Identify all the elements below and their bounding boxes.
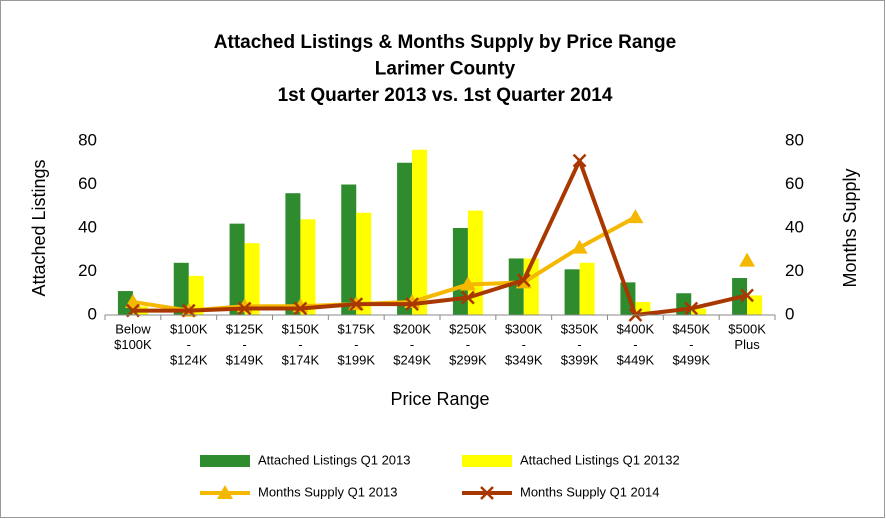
bar <box>412 149 428 315</box>
y2-tick-label: 20 <box>785 261 804 280</box>
x-tick-label: $300K <box>505 321 543 336</box>
x-tick-label: - <box>689 337 693 352</box>
legend-label: Months Supply Q1 2014 <box>520 484 659 499</box>
y2-tick-label: 60 <box>785 174 804 193</box>
x-tick-label: $450K <box>672 321 710 336</box>
x-tick-label: $125K <box>226 321 264 336</box>
y-tick-label: 60 <box>78 174 97 193</box>
x-tick-label: - <box>242 337 246 352</box>
bar <box>229 223 245 315</box>
marker <box>293 301 308 316</box>
y-tick-label: 20 <box>78 261 97 280</box>
bar <box>300 219 316 315</box>
chart-title: Larimer County <box>375 59 516 80</box>
x-tick-label: - <box>466 337 470 352</box>
x-tick-label: Below <box>115 321 151 336</box>
x-tick-label: - <box>577 337 581 352</box>
x-tick-label: $174K <box>282 352 320 367</box>
y2-axis-title: Months Supply <box>840 168 860 287</box>
x-tick-label: $400K <box>617 321 655 336</box>
x-tick-label: $499K <box>672 352 710 367</box>
marker <box>740 288 754 303</box>
bar <box>691 308 707 315</box>
x-tick-label: $149K <box>226 352 264 367</box>
x-tick-label: $250K <box>449 321 487 336</box>
x-tick-label: - <box>410 337 414 352</box>
legend-marker <box>217 485 233 499</box>
y2-tick-label: 0 <box>785 304 794 323</box>
legend-marker <box>480 486 494 500</box>
marker <box>237 301 252 316</box>
bar <box>285 193 301 315</box>
bar <box>397 162 413 315</box>
marker <box>572 153 587 168</box>
bar <box>356 212 372 315</box>
bar <box>341 184 357 315</box>
x-tick-label: $349K <box>505 352 543 367</box>
bar <box>117 291 133 315</box>
bar <box>173 262 189 315</box>
y-axis-title: Attached Listings <box>29 159 49 296</box>
x-tick-label: - <box>354 337 358 352</box>
x-tick-label: $500K <box>728 321 766 336</box>
line <box>132 158 748 317</box>
bar <box>579 262 595 315</box>
x-tick-label: $124K <box>170 352 208 367</box>
bar <box>244 243 260 315</box>
legend-label: Months Supply Q1 2013 <box>258 484 397 499</box>
legend-swatch <box>200 455 250 467</box>
marker <box>516 273 531 288</box>
marker <box>461 290 475 305</box>
x-tick-label: $299K <box>449 352 487 367</box>
marker <box>739 252 756 267</box>
y-tick-label: 80 <box>78 130 97 149</box>
marker <box>349 297 364 312</box>
x-tick-label: $449K <box>617 352 655 367</box>
x-tick-label: $100K <box>114 337 152 352</box>
y2-tick-label: 80 <box>785 130 804 149</box>
marker <box>571 239 588 254</box>
x-tick-label: $175K <box>337 321 375 336</box>
x-tick-label: Plus <box>734 337 760 352</box>
chart-title: 1st Quarter 2013 vs. 1st Quarter 2014 <box>278 85 613 106</box>
x-tick-label: $249K <box>393 352 431 367</box>
marker <box>684 301 699 316</box>
x-tick-label: $200K <box>393 321 431 336</box>
x-tick-label: - <box>633 337 637 352</box>
x-tick-label: $350K <box>561 321 599 336</box>
x-tick-label: $150K <box>282 321 320 336</box>
bar <box>452 228 468 315</box>
marker <box>124 293 141 308</box>
x-tick-label: - <box>187 337 191 352</box>
bar <box>508 258 524 315</box>
x-tick-label: $399K <box>561 352 599 367</box>
x-tick-label: - <box>522 337 526 352</box>
x-tick-label: $100K <box>170 321 208 336</box>
marker <box>627 209 644 224</box>
marker <box>459 276 476 291</box>
y-tick-label: 40 <box>78 217 97 236</box>
chart-title: Attached Listings & Months Supply by Pri… <box>214 32 676 53</box>
x-tick-label: - <box>298 337 302 352</box>
y-tick-label: 0 <box>88 304 97 323</box>
y2-tick-label: 40 <box>785 217 804 236</box>
bar <box>564 269 580 315</box>
legend-label: Attached Listings Q1 2013 <box>258 452 411 467</box>
x-tick-label: $199K <box>337 352 375 367</box>
x-axis-title: Price Range <box>390 389 489 409</box>
marker <box>405 297 419 312</box>
legend-swatch <box>462 455 512 467</box>
legend-label: Attached Listings Q1 20132 <box>520 452 680 467</box>
